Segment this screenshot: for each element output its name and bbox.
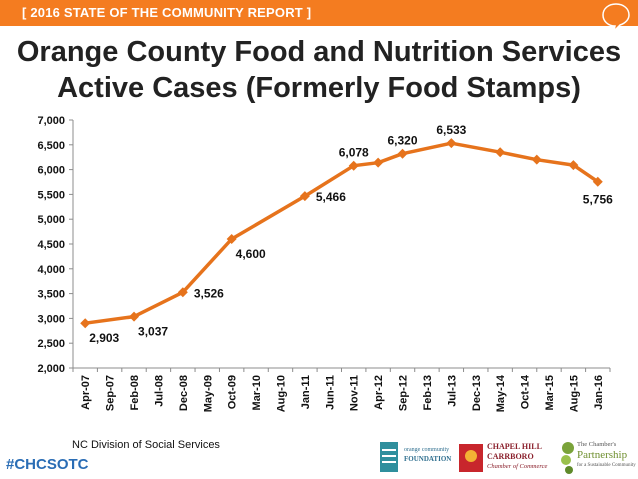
x-tick-label: Jul-13: [446, 375, 458, 407]
partnership-leaf-icon: [561, 442, 574, 474]
x-tick-label: Jul-08: [153, 375, 165, 407]
foundation-logo-line2: FOUNDATION: [404, 455, 452, 463]
data-point: [446, 138, 457, 149]
x-tick-label: May-09: [202, 375, 214, 412]
data-label: 4,600: [236, 247, 266, 261]
y-tick-label: 2,000: [37, 363, 65, 375]
x-tick-label: Apr-07: [80, 375, 92, 410]
data-point: [299, 191, 310, 202]
title-line-1: Orange County Food and Nutrition Service…: [16, 36, 622, 68]
x-tick-label: Mar-15: [544, 375, 556, 410]
y-tick-label: 5,000: [37, 214, 65, 226]
data-point: [568, 160, 579, 171]
y-tick-label: 3,000: [37, 313, 65, 325]
y-tick-label: 6,500: [37, 140, 65, 152]
x-tick-label: Oct-14: [520, 374, 532, 409]
data-point: [373, 157, 384, 168]
chamber-logo-line3: Chamber of Commerce: [487, 463, 548, 470]
data-label: 6,533: [436, 123, 466, 137]
data-label: 3,526: [194, 286, 224, 300]
data-label: 3,037: [138, 325, 168, 339]
page-title: Orange County Food and Nutrition Service…: [0, 34, 638, 106]
y-tick-label: 2,500: [37, 338, 65, 350]
data-point: [348, 160, 359, 171]
data-label: 5,756: [583, 193, 613, 207]
x-tick-label: Dec-13: [471, 375, 483, 411]
chamber-logo-line1: CHAPEL HILL: [487, 442, 542, 451]
orange-community-foundation-logo: orange community FOUNDATION: [376, 440, 454, 476]
data-point: [592, 176, 603, 187]
y-tick-label: 5,500: [37, 189, 65, 201]
foundation-logo-line1: orange community: [404, 447, 450, 453]
partnership-logo-line2: Partnership: [577, 449, 628, 461]
partnership-logo: The Chamber's Partnership for a Sustaina…: [560, 440, 636, 476]
series: [80, 138, 603, 329]
data-label: 5,466: [316, 190, 346, 204]
x-tick-label: Apr-12: [373, 375, 385, 410]
line-chart: 2,000 2,500 3,000 3,500 4,000 4,500 5,000 5,500…: [37, 115, 613, 412]
x-tick-label: Jan-11: [300, 375, 312, 409]
x-tick-label: Sep-12: [398, 375, 410, 411]
data-labels: 2,903 3,037 3,526 4,600 5,466 6,078 6,320 6,533…: [89, 123, 613, 345]
data-label: 2,903: [89, 331, 119, 345]
x-tick-label: Oct-09: [227, 375, 239, 409]
data-point: [80, 318, 91, 329]
banner-title: [ 2016 STATE OF THE COMMUNITY REPORT ]: [22, 5, 312, 20]
data-point: [177, 287, 188, 298]
chapel-hill-carrboro-chamber-logo: CHAPEL HILL CARRBORO Chamber of Commerce: [458, 440, 556, 476]
partnership-logo-line3: for a Sustainable Community: [577, 463, 636, 468]
data-point: [531, 154, 542, 165]
speech-bubble-icon: [602, 3, 630, 32]
x-tick-label: Mar-10: [251, 375, 263, 410]
y-tick-label: 3,500: [37, 289, 65, 301]
title-line-2: Active Cases (Formerly Food Stamps): [57, 72, 581, 104]
x-tick-label: Dec-08: [178, 375, 190, 411]
x-tick-label: Feb-13: [422, 375, 434, 410]
x-tick-label: Sep-07: [105, 375, 117, 411]
data-point: [495, 147, 506, 158]
y-tick-label: 4,000: [37, 264, 65, 276]
y-tick-label: 6,000: [37, 165, 65, 177]
data-point: [129, 311, 140, 322]
x-tick-label: Jan-16: [593, 375, 605, 410]
x-tick-label: Jun-11: [324, 375, 336, 410]
hashtag: #CHCSOTC: [6, 456, 89, 473]
header-banner: [ 2016 STATE OF THE COMMUNITY REPORT ]: [0, 0, 638, 26]
source-note: NC Division of Social Services: [72, 439, 220, 451]
y-tick-label: 4,500: [37, 239, 65, 251]
foundation-emblem-icon: [380, 442, 398, 472]
series-line: [84, 141, 599, 325]
data-label: 6,078: [339, 146, 369, 160]
y-axis: 2,000 2,500 3,000 3,500 4,000 4,500 5,000 5,500…: [37, 115, 74, 375]
x-tick-label: Aug-15: [568, 375, 580, 412]
x-tick-label: May-14: [495, 374, 507, 412]
data-point: [226, 234, 237, 245]
chamber-emblem-icon: [459, 444, 483, 472]
chamber-logo-line2: CARRBORO: [487, 452, 534, 461]
data-label: 6,320: [388, 134, 418, 148]
x-axis: Apr-07 Sep-07 Feb-08 Jul-08 Dec-08 May-09 Oct-…: [72, 367, 611, 412]
data-point: [397, 148, 408, 159]
y-tick-label: 7,000: [37, 115, 65, 127]
x-tick-label: Feb-08: [129, 375, 141, 410]
partnership-logo-line1: The Chamber's: [577, 441, 617, 448]
x-tick-label: Aug-10: [275, 375, 287, 412]
x-tick-label: Nov-11: [349, 375, 361, 411]
